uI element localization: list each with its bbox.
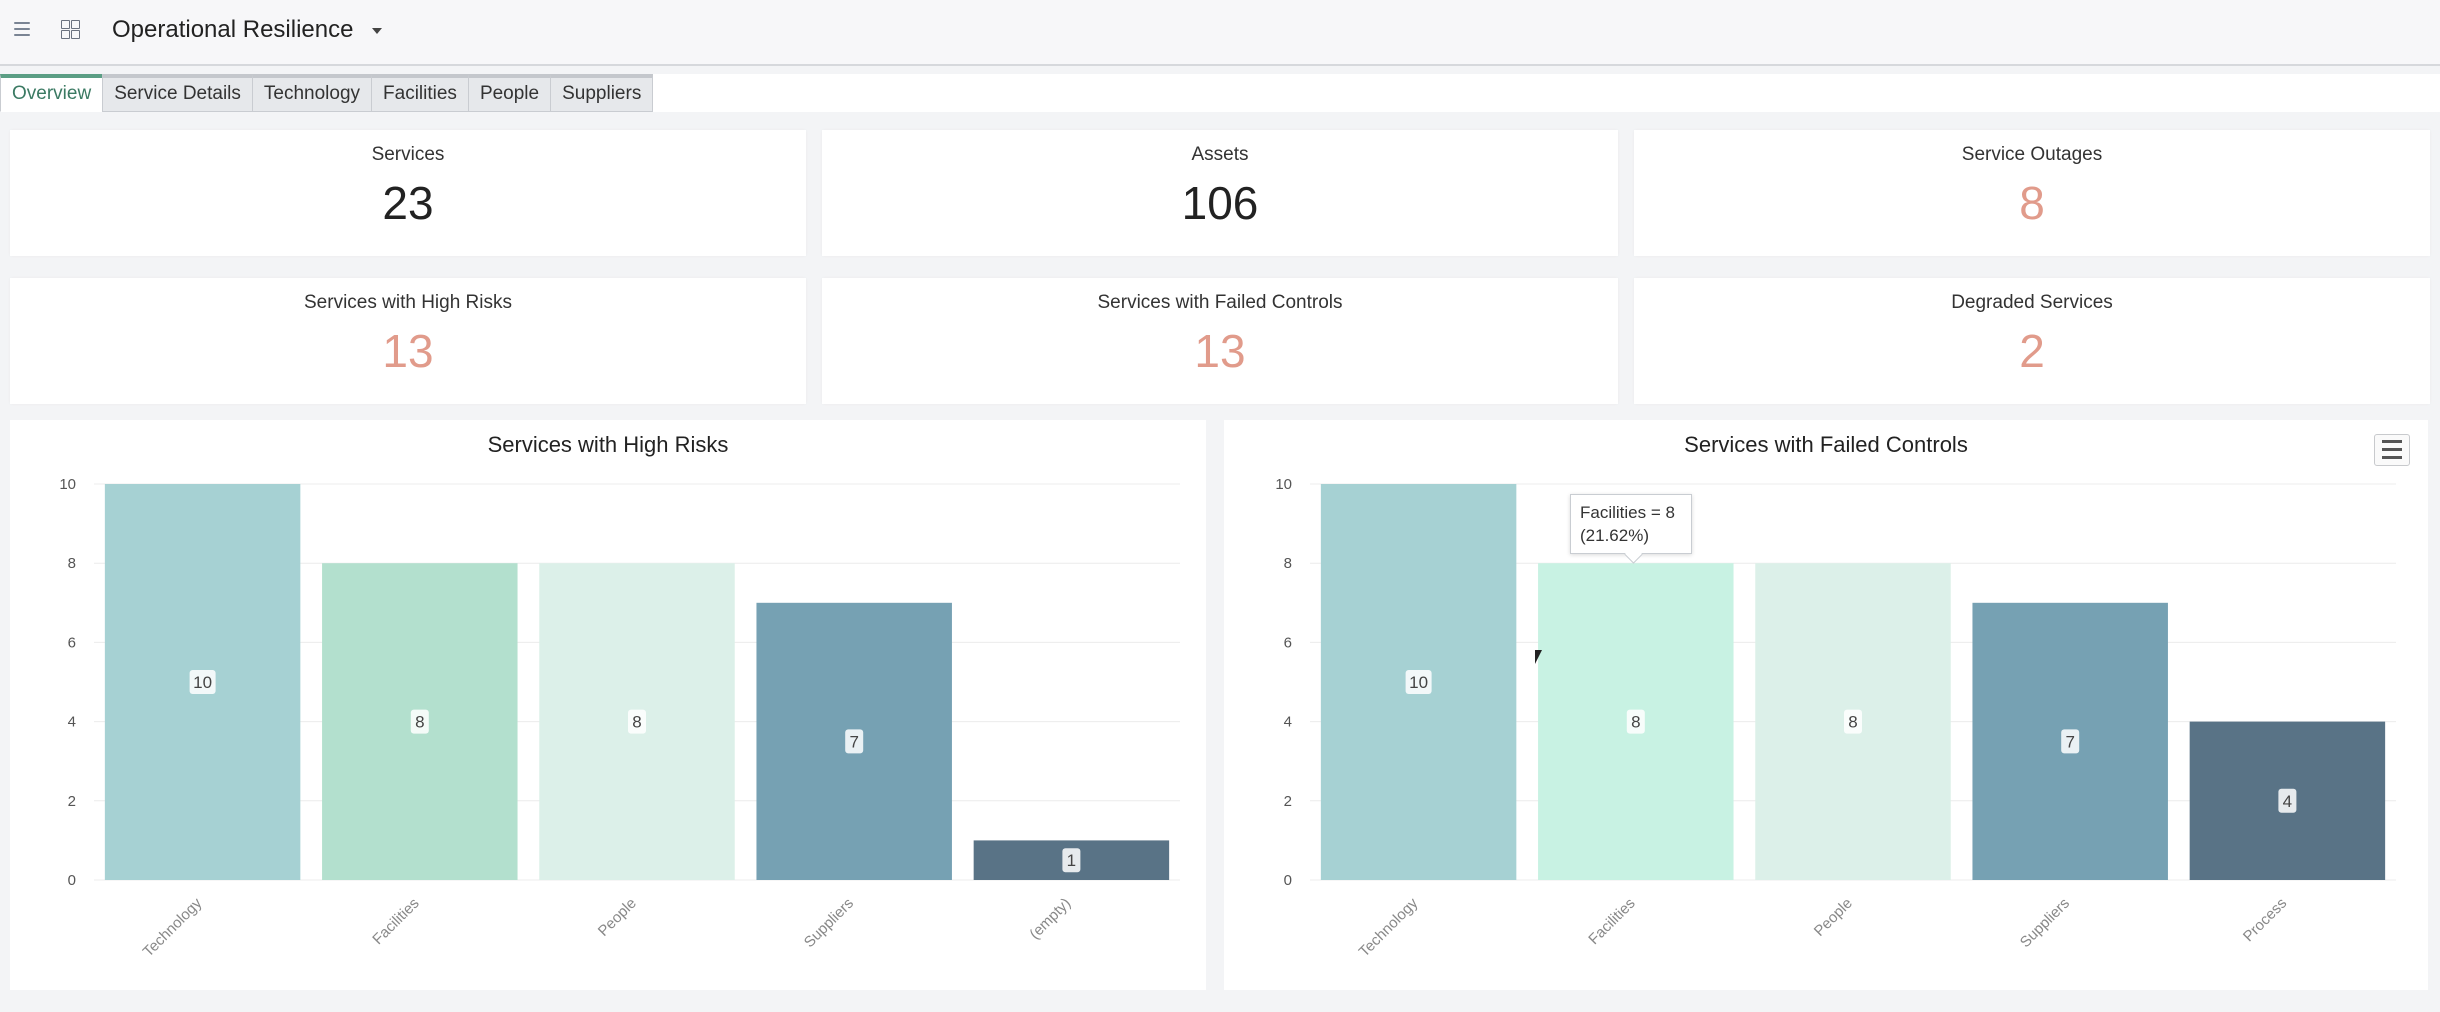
kpi-label: Assets: [1191, 144, 1249, 165]
data-label: 4: [2283, 792, 2292, 811]
y-tick-label: 10: [59, 476, 76, 493]
data-label: 8: [415, 713, 424, 732]
data-label-bg: [845, 729, 864, 754]
kpi-card-degraded-services[interactable]: Degraded Services 2: [1634, 278, 2430, 404]
data-label-bg: [189, 670, 216, 694]
kpi-label: Services with Failed Controls: [1097, 292, 1343, 313]
kpi-card-services-failed-controls[interactable]: Services with Failed Controls 13: [822, 278, 1618, 404]
y-tick-label: 6: [68, 634, 76, 651]
kpi-label: Degraded Services: [1951, 292, 2113, 313]
tooltip-line: (21.62%): [1580, 526, 1649, 545]
chart-title: Services with High Risks: [487, 432, 729, 457]
tab-technology[interactable]: Technology: [251, 74, 373, 112]
kpi-value: 8: [2019, 177, 2045, 229]
top-bar: Operational Resilience: [0, 0, 2440, 66]
tab-strip: Overview Service Details Technology Faci…: [0, 74, 2440, 112]
chart-title: Services with Failed Controls: [1684, 432, 1968, 457]
chart-menu-button[interactable]: [2374, 434, 2410, 466]
data-label-bg: [628, 709, 646, 734]
x-tick-label: Suppliers: [801, 895, 857, 951]
kpi-label: Services: [371, 144, 445, 165]
menu-icon[interactable]: [14, 22, 30, 36]
x-tick-label: Facilities: [369, 895, 422, 948]
x-tick-label: Process: [2240, 895, 2290, 945]
data-label-bg: [410, 709, 429, 734]
y-tick-label: 8: [1284, 555, 1292, 572]
kpi-value: 106: [1181, 177, 1259, 229]
data-label: 8: [1631, 713, 1640, 732]
tab-facilities[interactable]: Facilities: [371, 74, 469, 112]
kpi-card-services[interactable]: Services 23: [10, 130, 806, 256]
data-label-bg: [2278, 788, 2297, 813]
data-label: 7: [2065, 732, 2074, 751]
tab-overview[interactable]: Overview: [0, 74, 104, 112]
y-tick-label: 0: [1284, 872, 1292, 889]
data-label-bg: [1626, 709, 1645, 734]
kpi-value: 13: [382, 325, 434, 377]
dashboard-title[interactable]: Operational Resilience: [112, 16, 354, 43]
data-label-bg: [1062, 848, 1081, 873]
grid-icon[interactable]: [61, 20, 81, 40]
chevron-down-icon[interactable]: [372, 28, 382, 34]
data-label-bg: [2061, 729, 2080, 754]
kpi-label: Services with High Risks: [304, 292, 512, 313]
data-label: 10: [193, 673, 212, 692]
y-tick-label: 2: [68, 793, 76, 810]
kpi-card-service-outages[interactable]: Service Outages 8: [1634, 130, 2430, 256]
data-label: 7: [849, 732, 858, 751]
y-tick-label: 0: [68, 872, 76, 889]
y-tick-label: 2: [1284, 793, 1292, 810]
tooltip-line: Facilities = 8: [1580, 503, 1675, 522]
x-tick-label: People: [1811, 895, 1856, 940]
y-tick-label: 10: [1275, 476, 1292, 493]
x-tick-label: Suppliers: [2017, 895, 2073, 951]
x-tick-label: Facilities: [1585, 895, 1638, 948]
data-label-bg: [1844, 709, 1862, 734]
data-label: 8: [632, 713, 641, 732]
kpi-card-services-high-risks[interactable]: Services with High Risks 13: [10, 278, 806, 404]
data-label: 10: [1409, 673, 1428, 692]
y-tick-label: 4: [1284, 714, 1292, 731]
high-risks-bar-chart: 0 2 4 6 8 10 10 Technology 8 Facilities 8 People 7 Su…: [59, 476, 1180, 960]
x-tick-label: People: [595, 895, 640, 940]
tab-suppliers[interactable]: Suppliers: [550, 74, 654, 112]
chart-panel-high-risks: Services with High Risks 0 2 4 6 8 10 10 Techno…: [10, 420, 1206, 990]
y-tick-label: 8: [68, 555, 76, 572]
failed-controls-bar-chart: 0 2 4 6 8 10 10 Technology 8 Facilities 8 People 7 Su…: [1275, 476, 2396, 960]
kpi-value: 23: [382, 177, 434, 229]
chart-panel-failed-controls: Services with Failed Controls 0 2 4 6 8 10 10 T…: [1224, 420, 2428, 990]
tab-service-details[interactable]: Service Details: [102, 74, 253, 112]
x-tick-label: Technology: [1356, 894, 1422, 960]
data-label: 8: [1848, 713, 1857, 732]
x-tick-label: (empty): [1026, 895, 1074, 943]
data-label: 1: [1067, 851, 1076, 870]
tab-people[interactable]: People: [467, 74, 552, 112]
x-tick-label: Technology: [140, 894, 206, 960]
y-tick-label: 6: [1284, 634, 1292, 651]
y-tick-label: 4: [68, 714, 76, 731]
data-label-bg: [1405, 670, 1432, 694]
kpi-value: 2: [2019, 325, 2045, 377]
chart-tooltip: Facilities = 8 (21.62%): [1570, 494, 1692, 554]
kpi-card-assets[interactable]: Assets 106: [822, 130, 1618, 256]
kpi-value: 13: [1194, 325, 1246, 377]
kpi-label: Service Outages: [1961, 144, 2103, 165]
mouse-cursor-icon: [1535, 650, 1542, 664]
